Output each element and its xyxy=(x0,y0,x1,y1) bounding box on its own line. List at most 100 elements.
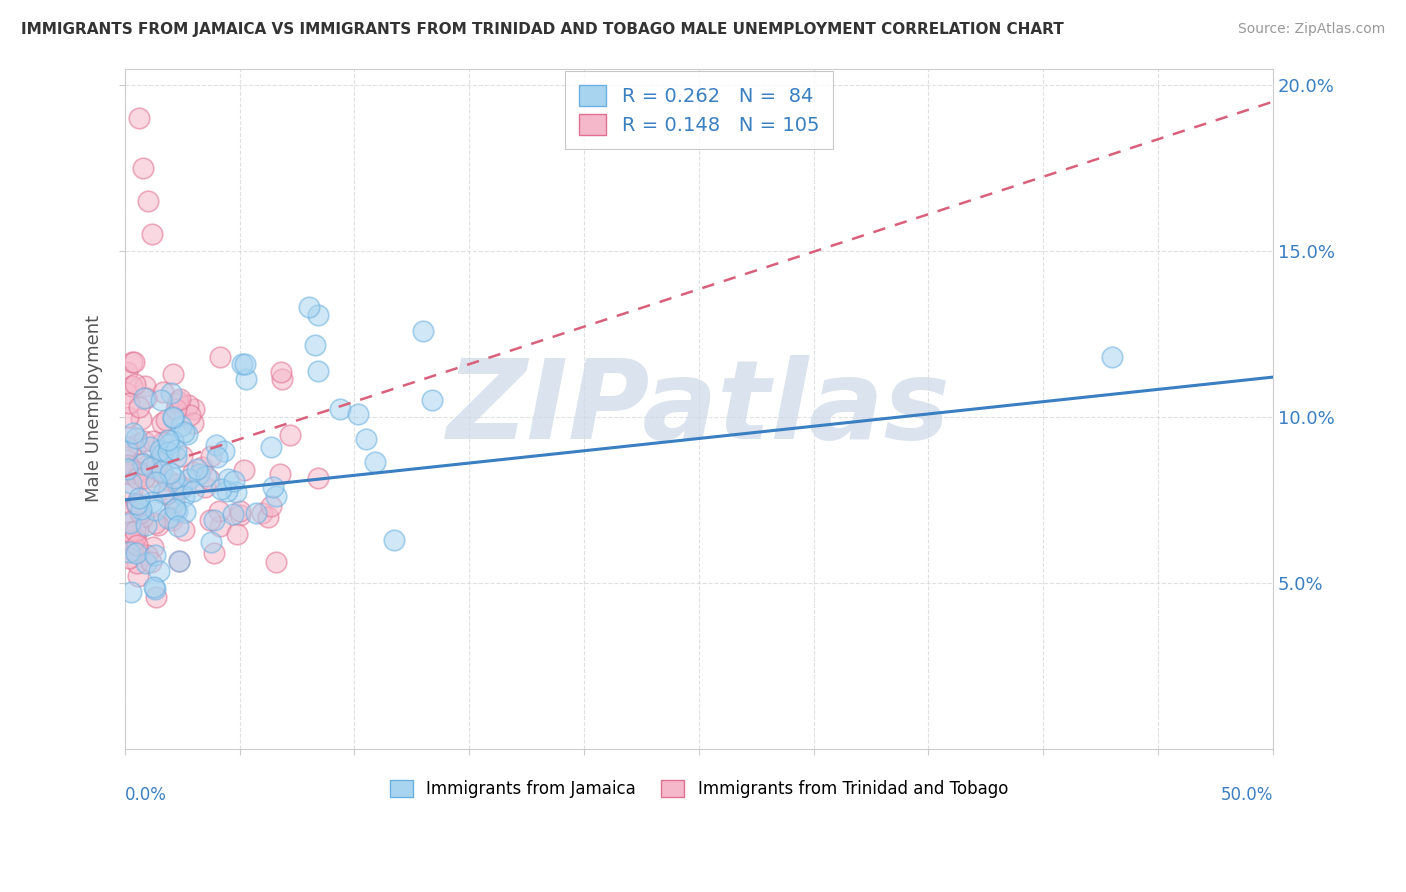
Point xyxy=(127,498,149,512)
Point xyxy=(173,505,195,519)
Point xyxy=(132,161,155,175)
Point xyxy=(269,467,291,481)
Point xyxy=(152,486,174,500)
Point xyxy=(186,461,208,475)
Point xyxy=(117,465,139,479)
Point xyxy=(297,301,319,315)
Point xyxy=(125,546,148,560)
Point xyxy=(142,434,165,448)
Point xyxy=(117,458,139,472)
Point xyxy=(125,431,148,445)
Point xyxy=(145,475,167,490)
Point xyxy=(120,475,142,490)
Point xyxy=(173,425,195,439)
Point xyxy=(162,411,184,425)
Point xyxy=(124,524,146,538)
Point xyxy=(233,463,256,477)
Point xyxy=(125,538,148,552)
Point xyxy=(215,484,238,499)
Point xyxy=(167,393,190,408)
Point xyxy=(127,543,149,558)
Point xyxy=(169,392,191,406)
Point xyxy=(231,357,253,371)
Point xyxy=(135,556,157,570)
Point xyxy=(128,465,150,479)
Point xyxy=(157,436,180,450)
Point xyxy=(117,430,139,444)
Point xyxy=(307,364,329,378)
Point xyxy=(162,367,184,381)
Point xyxy=(329,401,352,416)
Point xyxy=(1101,350,1123,364)
Point xyxy=(156,511,179,525)
Point xyxy=(125,497,148,511)
Point xyxy=(226,527,249,541)
Point xyxy=(163,495,186,509)
Point xyxy=(134,379,156,393)
Point xyxy=(150,417,173,431)
Point xyxy=(191,460,214,475)
Point xyxy=(250,506,273,520)
Point xyxy=(202,513,225,527)
Point xyxy=(125,496,148,510)
Point xyxy=(142,580,165,594)
Point xyxy=(135,391,157,405)
Point xyxy=(150,465,173,479)
Legend: Immigrants from Jamaica, Immigrants from Trinidad and Tobago: Immigrants from Jamaica, Immigrants from… xyxy=(382,773,1015,805)
Point xyxy=(187,467,209,482)
Point xyxy=(260,441,283,455)
Point xyxy=(177,398,200,412)
Point xyxy=(304,338,326,352)
Point xyxy=(156,445,179,459)
Point xyxy=(128,112,150,126)
Point xyxy=(173,490,195,504)
Point xyxy=(120,584,142,599)
Point xyxy=(120,525,142,540)
Point xyxy=(181,484,204,499)
Point xyxy=(124,376,146,391)
Point xyxy=(200,513,222,527)
Text: 0.0%: 0.0% xyxy=(125,786,167,804)
Point xyxy=(145,590,167,604)
Point xyxy=(134,391,156,405)
Point xyxy=(165,443,187,458)
Point xyxy=(146,517,169,532)
Point xyxy=(142,540,165,554)
Point xyxy=(141,555,163,569)
Point xyxy=(127,569,149,583)
Point xyxy=(194,480,217,494)
Point xyxy=(121,355,143,369)
Point xyxy=(142,468,165,483)
Point xyxy=(162,434,184,448)
Point xyxy=(209,482,232,496)
Point xyxy=(307,471,329,485)
Point xyxy=(121,542,143,557)
Point xyxy=(131,457,153,471)
Point xyxy=(270,365,292,379)
Point xyxy=(132,457,155,471)
Point xyxy=(122,355,145,369)
Point xyxy=(132,471,155,485)
Point xyxy=(152,384,174,399)
Point xyxy=(354,432,377,446)
Point xyxy=(121,426,143,441)
Point xyxy=(120,516,142,531)
Point xyxy=(217,472,239,486)
Point xyxy=(163,501,186,516)
Point xyxy=(198,472,221,486)
Point xyxy=(143,549,166,563)
Point xyxy=(135,548,157,562)
Point xyxy=(167,518,190,533)
Point xyxy=(225,484,247,499)
Point xyxy=(121,378,143,392)
Point xyxy=(115,453,138,467)
Point xyxy=(260,499,283,513)
Point xyxy=(183,465,205,479)
Point xyxy=(132,510,155,524)
Point xyxy=(150,392,173,407)
Text: IMMIGRANTS FROM JAMAICA VS IMMIGRANTS FROM TRINIDAD AND TOBAGO MALE UNEMPLOYMENT: IMMIGRANTS FROM JAMAICA VS IMMIGRANTS FR… xyxy=(21,22,1064,37)
Point xyxy=(181,416,204,430)
Point xyxy=(129,502,152,516)
Point xyxy=(205,438,228,452)
Point xyxy=(128,400,150,414)
